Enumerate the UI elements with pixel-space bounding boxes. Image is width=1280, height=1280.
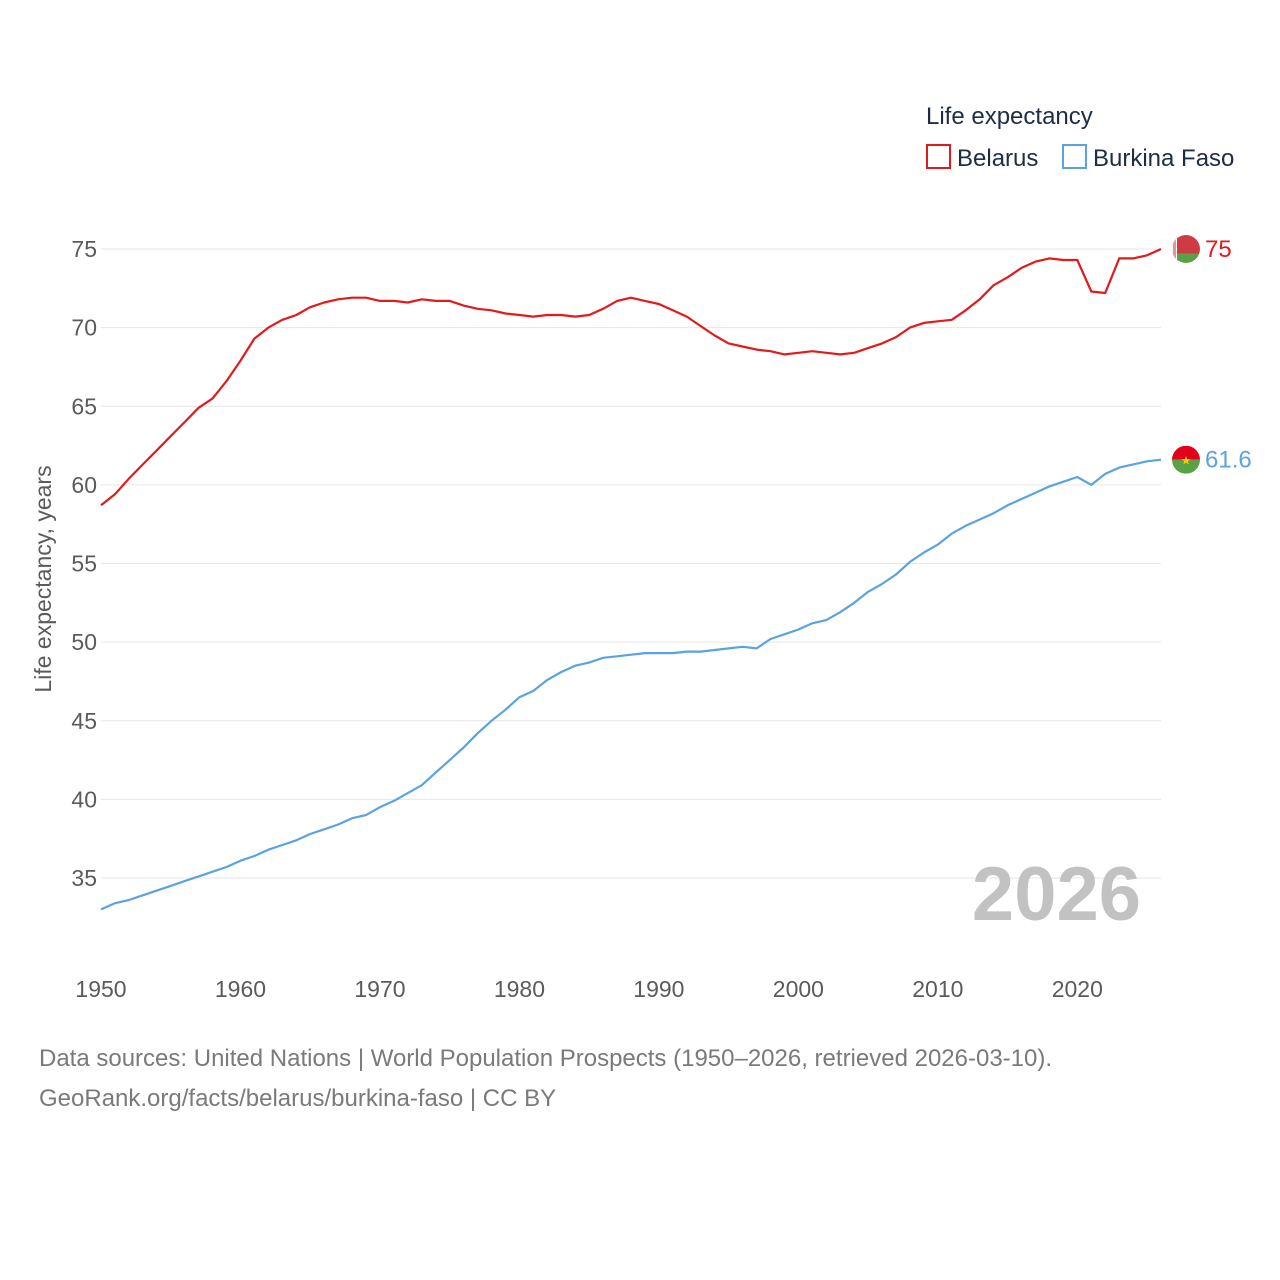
y-tick-label: 70 bbox=[71, 315, 97, 341]
gridlines bbox=[101, 248, 1161, 879]
legend-item-belarus[interactable]: Belarus bbox=[926, 144, 1038, 172]
x-tick-label: 2020 bbox=[1052, 976, 1103, 1002]
y-tick-label: 55 bbox=[71, 551, 97, 577]
x-tick-label: 1990 bbox=[633, 976, 684, 1002]
source-link[interactable]: GeoRank.org/facts/belarus/burkina-faso |… bbox=[39, 1085, 557, 1112]
x-tick-label: 1950 bbox=[75, 976, 126, 1002]
x-axis-ticks: 1950 1960 1970 1980 1990 2000 2010 2020 bbox=[75, 976, 1102, 1002]
series-lines bbox=[100, 247, 1162, 911]
x-tick-label: 1960 bbox=[215, 976, 266, 1002]
series-end-markers: 75 ★ 61.6 bbox=[1172, 235, 1252, 474]
series-line-burkina-faso[interactable] bbox=[100, 458, 1162, 911]
y-tick-label: 75 bbox=[71, 236, 97, 262]
series-end-label: 75 bbox=[1205, 236, 1232, 263]
x-tick-label: 1970 bbox=[354, 976, 405, 1002]
y-axis-title: Life expectancy, years bbox=[30, 465, 56, 692]
x-tick-label: 1980 bbox=[494, 976, 545, 1002]
x-tick-label: 2000 bbox=[773, 976, 824, 1002]
y-axis-ticks: 35 40 45 50 55 60 65 70 75 bbox=[71, 236, 97, 891]
legend-swatch bbox=[1062, 144, 1087, 169]
legend-item-burkina-faso[interactable]: Burkina Faso bbox=[1062, 144, 1234, 172]
y-tick-label: 45 bbox=[71, 708, 97, 734]
legend[interactable]: Life expectancy Belarus Burkina Faso bbox=[926, 103, 1234, 172]
legend-title: Life expectancy bbox=[926, 103, 1093, 130]
y-tick-label: 60 bbox=[71, 472, 97, 498]
y-tick-label: 65 bbox=[71, 393, 97, 419]
current-year-label: 2026 bbox=[972, 852, 1141, 937]
y-tick-label: 50 bbox=[71, 629, 97, 655]
y-tick-label: 35 bbox=[71, 865, 97, 891]
y-tick-label: 40 bbox=[71, 786, 97, 812]
legend-swatch bbox=[926, 144, 951, 169]
belarus-flag-icon bbox=[1172, 235, 1200, 263]
series-end-label: 61.6 bbox=[1205, 447, 1252, 474]
series-line-belarus[interactable] bbox=[100, 247, 1162, 507]
legend-label: Belarus bbox=[957, 145, 1038, 172]
legend-label: Burkina Faso bbox=[1093, 145, 1234, 172]
svg-text:★: ★ bbox=[1181, 454, 1192, 468]
x-tick-label: 2010 bbox=[912, 976, 963, 1002]
data-source-note: Data sources: United Nations | World Pop… bbox=[39, 1045, 1053, 1072]
burkina-faso-flag-icon: ★ bbox=[1172, 445, 1200, 474]
